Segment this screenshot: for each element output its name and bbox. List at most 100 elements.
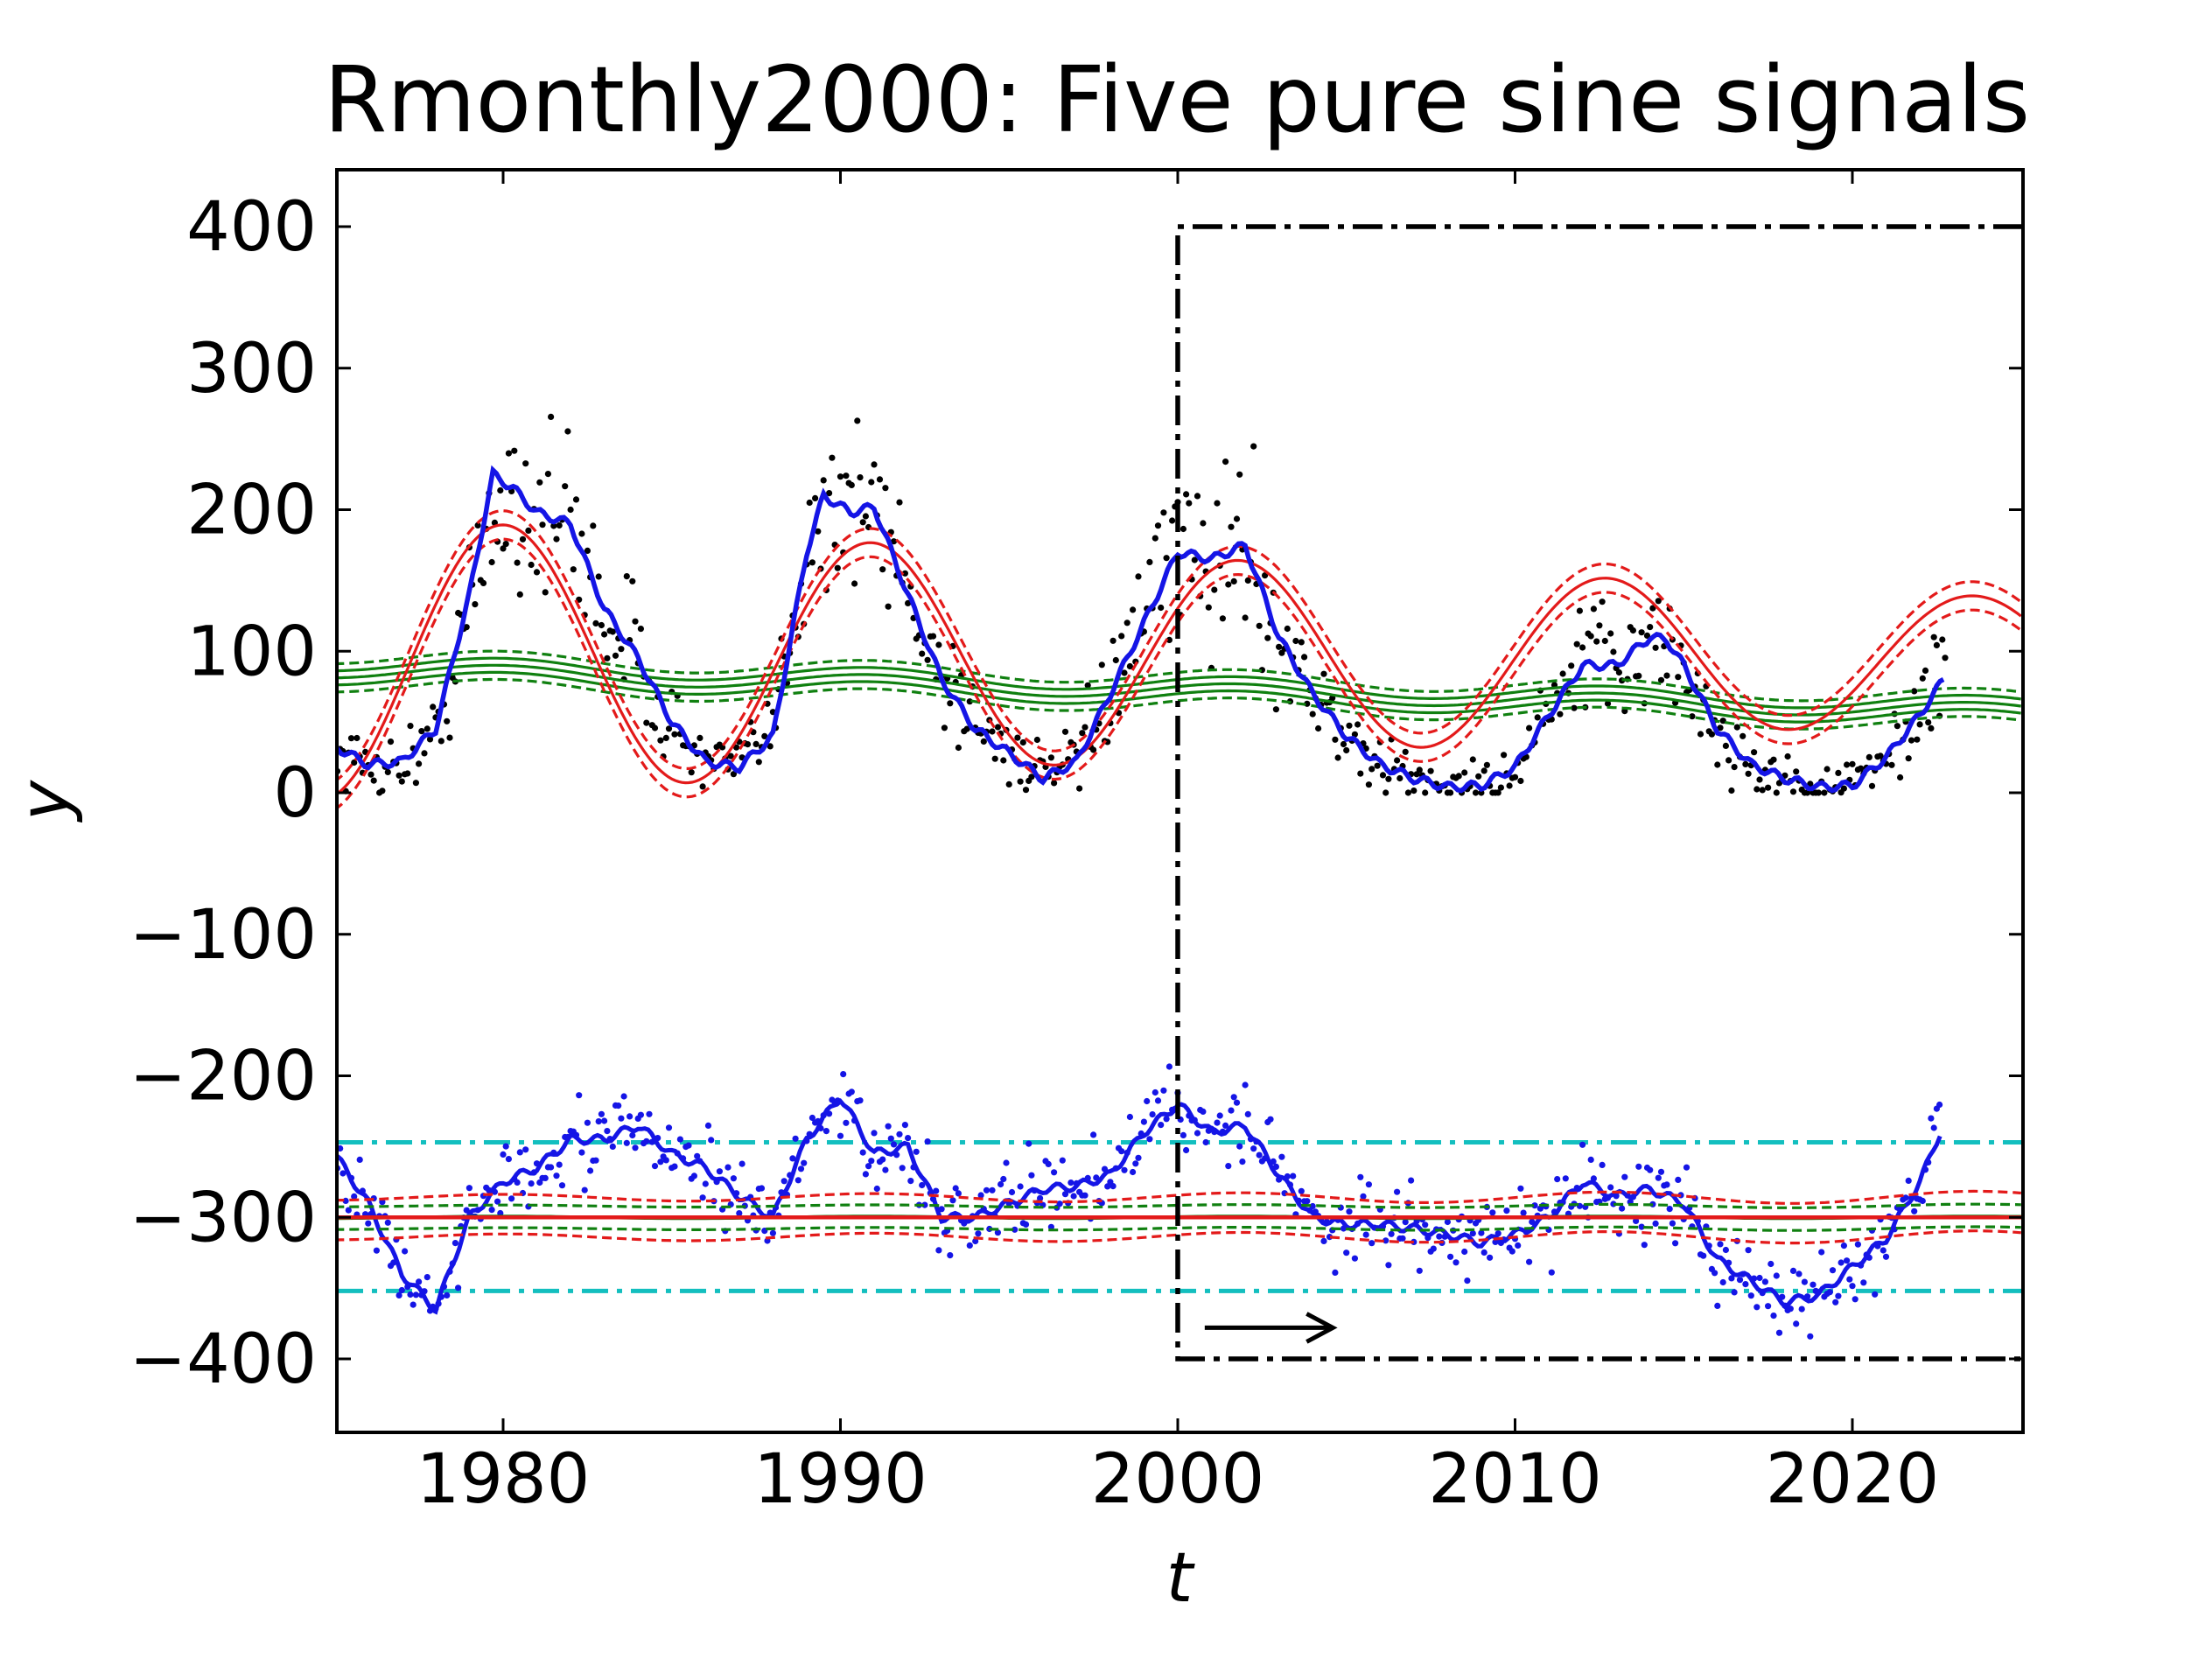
monthly-data-point	[548, 413, 555, 420]
residual-fit-dashed	[337, 1202, 2021, 1209]
monthly-data-point	[929, 633, 937, 640]
residual-point	[1675, 1176, 1682, 1183]
residual-point	[1838, 1259, 1844, 1266]
monthly-data-point	[1051, 780, 1058, 787]
monthly-data-point	[1759, 787, 1766, 794]
residual-point	[1607, 1184, 1614, 1191]
residual-point	[1731, 1289, 1738, 1296]
residual-point	[1382, 1237, 1390, 1244]
monthly-data-point	[1022, 787, 1030, 794]
residual-point	[1200, 1108, 1207, 1115]
monthly-data-point	[1379, 772, 1387, 779]
residual-point	[1202, 1138, 1209, 1146]
monthly-data-point	[1183, 491, 1190, 498]
residual-point	[576, 1092, 583, 1099]
monthly-data-point	[1200, 520, 1207, 527]
residual-point	[1126, 1113, 1133, 1121]
monthly-data-point	[871, 461, 878, 468]
monthly-data-point	[514, 559, 521, 566]
monthly-data-point	[643, 719, 650, 726]
residual-point	[1722, 1246, 1729, 1254]
monthly-data-point	[1166, 636, 1172, 644]
residual-point	[1118, 1148, 1125, 1155]
residual-point	[935, 1247, 942, 1254]
monthly-data-point	[578, 530, 585, 537]
monthly-data-point	[412, 780, 419, 787]
residual-point	[769, 1229, 777, 1236]
residual-point	[1180, 1131, 1186, 1138]
residual-point	[685, 1142, 692, 1149]
residual-point	[1832, 1298, 1839, 1306]
residual-point	[553, 1172, 560, 1180]
residual-point	[1807, 1333, 1814, 1340]
residual-point	[1621, 1173, 1628, 1180]
residual-point	[1798, 1306, 1805, 1312]
x-tick-label: 1990	[753, 1440, 928, 1519]
monthly-data-point	[564, 428, 571, 435]
residual-point	[1719, 1278, 1726, 1286]
monthly-data-point	[1357, 770, 1364, 777]
residual-point	[1849, 1283, 1856, 1290]
monthly-data-point	[1472, 789, 1480, 796]
residual-point	[629, 1131, 636, 1139]
residual-point	[840, 1071, 847, 1078]
monthly-data-point	[1576, 607, 1583, 614]
monthly-data-point	[1385, 775, 1392, 782]
residual-point	[1166, 1063, 1172, 1070]
residual-point	[1222, 1122, 1229, 1129]
residual-point	[1515, 1242, 1522, 1249]
residual-point	[516, 1149, 523, 1156]
monthly-data-point	[1930, 634, 1937, 640]
monthly-data-point	[1579, 644, 1586, 651]
residual-point	[994, 1229, 1001, 1236]
monthly-data-point	[896, 499, 903, 506]
monthly-data-point	[1160, 509, 1167, 516]
residual-point	[1562, 1175, 1569, 1182]
residual-point	[1773, 1272, 1780, 1279]
residual-point	[1712, 1270, 1718, 1277]
residual-point	[466, 1185, 473, 1192]
monthly-data-point	[1604, 700, 1612, 707]
monthly-data-point	[1000, 757, 1007, 764]
monthly-data-point	[1135, 573, 1142, 580]
y-tick-label: −300	[130, 1179, 317, 1257]
residual-point	[896, 1130, 903, 1138]
residual-point	[643, 1138, 650, 1144]
monthly-data-point	[1079, 730, 1086, 737]
monthly-data-point	[424, 725, 430, 732]
residual-point	[1244, 1110, 1251, 1117]
monthly-data-point	[1754, 786, 1760, 793]
monthly-data-point	[812, 494, 819, 502]
residual-point	[1742, 1281, 1749, 1288]
residual-point	[1368, 1240, 1376, 1247]
monthly-data-point	[426, 736, 434, 743]
monthly-data-point	[1756, 776, 1763, 783]
monthly-data-point	[1276, 643, 1283, 650]
residual-point	[1775, 1329, 1783, 1336]
monthly-data-point	[1914, 736, 1921, 743]
residual-point	[536, 1179, 543, 1186]
residual-point	[424, 1274, 430, 1281]
monthly-data-point	[755, 759, 762, 766]
monthly-data-point	[1340, 740, 1348, 748]
monthly-data-point	[539, 522, 546, 528]
monthly-data-point	[1745, 770, 1752, 777]
x-tick-label: 1980	[416, 1440, 591, 1519]
residual-point	[1121, 1166, 1128, 1173]
monthly-data-point	[1475, 773, 1482, 780]
monthly-data-point	[354, 734, 360, 742]
monthly-data-point	[1346, 722, 1353, 729]
monthly-data-point	[1402, 748, 1409, 755]
monthly-data-point	[1028, 774, 1035, 780]
residual-point	[1745, 1247, 1752, 1254]
monthly-data-point	[1478, 789, 1485, 796]
residual-point	[620, 1093, 627, 1100]
monthly-data-point	[1494, 789, 1502, 796]
monthly-data-point	[1675, 674, 1682, 681]
monthly-data-point	[612, 652, 620, 659]
residual-point	[1068, 1180, 1074, 1186]
monthly-data-point	[418, 728, 425, 735]
monthly-data-point	[1821, 789, 1828, 796]
residual-point	[1526, 1258, 1533, 1265]
monthly-data-point	[1163, 555, 1170, 562]
